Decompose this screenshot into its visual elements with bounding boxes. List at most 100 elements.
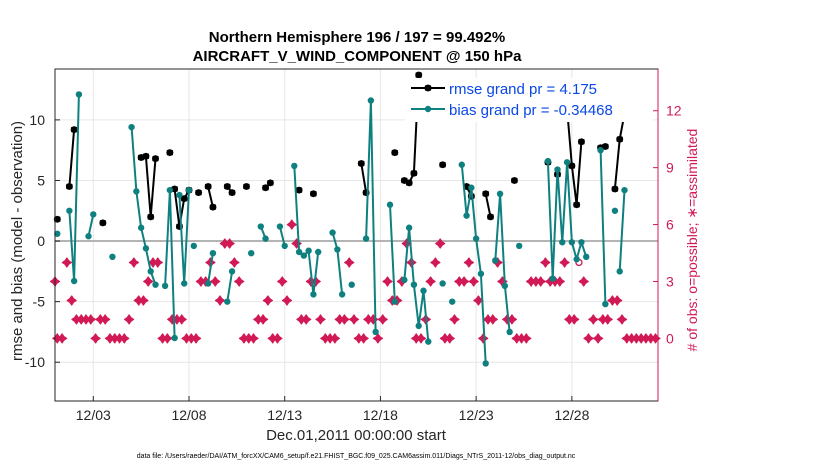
obs-assimilated-marker	[277, 276, 288, 287]
obs-assimilated-marker	[372, 333, 383, 344]
rmse-line-segment	[140, 155, 157, 218]
bias-point	[315, 248, 322, 256]
obs-assimilated-marker	[61, 257, 73, 268]
obs-assimilated-marker	[348, 314, 360, 325]
rmse-line-segment	[566, 108, 583, 206]
rmse-line-segment	[360, 163, 368, 193]
bias-point	[597, 146, 604, 154]
rmse-point	[65, 183, 73, 191]
obs-assimilated-marker	[535, 276, 546, 287]
rmse-line-segment	[173, 188, 190, 228]
rmse-point	[410, 169, 418, 177]
obs-assimilated-marker	[229, 257, 240, 268]
bias-point	[338, 291, 346, 298]
rmse-line-segment	[613, 113, 626, 190]
obs-assimilated-marker	[162, 333, 173, 344]
rmse-point	[573, 201, 581, 209]
obs-assimilated-marker	[143, 276, 154, 287]
bias-point	[128, 123, 135, 131]
bias-point	[161, 282, 169, 290]
rmse-point	[309, 190, 317, 198]
bias-line-segment	[207, 253, 214, 284]
y-tick-label-right: 12	[666, 103, 682, 119]
bias-line-segment	[87, 214, 95, 237]
bias-point	[506, 328, 513, 336]
bias-point	[204, 280, 212, 287]
bias-point	[482, 360, 489, 367]
obs-assimilated-marker	[592, 333, 604, 344]
obs-assimilated-marker	[382, 276, 393, 287]
x-tick-label: 12/08	[171, 407, 206, 423]
bias-point	[75, 91, 83, 98]
bias-point	[224, 298, 231, 305]
bias-point	[386, 201, 394, 208]
rmse-point	[152, 155, 159, 163]
bias-line-segment	[494, 192, 511, 333]
bias-point	[602, 300, 609, 308]
bias-point	[228, 268, 236, 275]
obs-assimilated-marker	[559, 257, 570, 268]
obs-assimilated-marker	[583, 333, 594, 344]
bias-point	[405, 224, 413, 231]
y-tick-label-right: 6	[666, 217, 674, 233]
obs-assimilated-marker	[85, 314, 96, 325]
bias-line-segment	[403, 226, 430, 342]
obs-assimilated-marker	[425, 276, 436, 287]
y-tick-label-left: 0	[37, 233, 45, 249]
bias-point	[171, 334, 178, 342]
rmse-point	[601, 143, 609, 151]
bias-point	[425, 338, 432, 345]
bias-point	[583, 253, 590, 261]
x-tick-label: 12/03	[76, 407, 111, 423]
rmse-point	[209, 203, 217, 211]
obs-assimilated-marker	[56, 333, 68, 344]
bias-point	[185, 186, 193, 194]
bias-point	[133, 188, 140, 195]
bias-point	[554, 166, 561, 173]
bias-line-segment	[460, 164, 487, 364]
bias-point	[563, 159, 571, 166]
obs-assimilated-marker	[473, 295, 484, 306]
obs-assimilated-marker	[224, 238, 235, 249]
obs-assimilated-marker	[281, 295, 293, 306]
bias-line-segment	[389, 204, 396, 302]
bias-point	[334, 246, 341, 253]
obs-assimilated-marker	[478, 333, 489, 344]
rmse-point	[616, 135, 624, 143]
obs-count-markers	[49, 105, 661, 344]
obs-assimilated-marker	[152, 257, 163, 268]
obs-assimilated-marker	[90, 333, 101, 344]
bias-point	[109, 253, 116, 261]
bias-point	[295, 248, 303, 256]
obs-assimilated-marker	[487, 314, 498, 325]
obs-assimilated-marker	[176, 314, 187, 325]
bias-point	[611, 207, 619, 214]
bias-point	[262, 235, 269, 242]
obs-assimilated-marker	[286, 219, 297, 230]
obs-assimilated-marker	[616, 314, 628, 325]
obs-assimilated-marker	[540, 257, 551, 268]
bias-point	[70, 277, 78, 285]
bias-point	[410, 281, 418, 288]
bias-point	[516, 242, 523, 250]
obs-assimilated-marker	[339, 314, 350, 325]
obs-assimilated-marker	[248, 333, 259, 344]
rmse-point	[70, 126, 78, 134]
rmse-point	[242, 183, 250, 191]
obs-assimilated-marker	[234, 276, 245, 287]
bias-point	[458, 161, 465, 168]
rmse-point	[482, 190, 490, 198]
bias-point	[372, 328, 379, 336]
bias-point	[281, 242, 288, 250]
obs-assimilated-marker	[315, 314, 326, 325]
axes: -10 -5 0 5 10 0 3 6 9 12 12/03 12/08 12/13 12/18 12/23…	[25, 69, 682, 423]
rmse-point	[147, 213, 155, 221]
rmse-point	[99, 219, 107, 227]
x-axis-label: Dec.01,2011 00:00:00 start	[266, 427, 447, 444]
bias-point	[367, 97, 375, 104]
footnote: data file: /Users/raeder/DAI/ATM_forcXX/…	[137, 453, 576, 460]
bias-point	[501, 282, 509, 290]
obs-assimilated-marker	[449, 314, 460, 325]
legend-bias-label: bias grand pr = -0.34468	[449, 102, 613, 119]
